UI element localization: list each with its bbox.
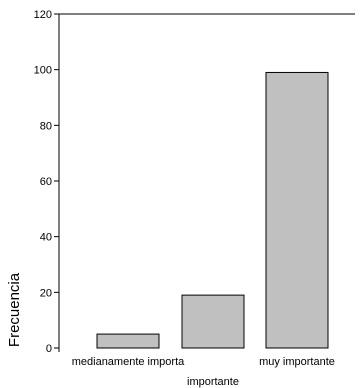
y-axis-ticks: 0 20 40 60 80 100 120	[34, 9, 59, 355]
y-tick-label: 100	[34, 65, 52, 77]
bar	[96, 333, 160, 349]
y-tick-label: 0	[46, 343, 52, 355]
y-tick-label: 120	[34, 9, 52, 21]
y-tick-label: 20	[40, 287, 52, 299]
bars	[96, 71, 329, 349]
plot-area: 0 20 40 60 80 100 120 medianamente importaimpo…	[34, 9, 355, 388]
bar	[265, 71, 329, 349]
y-tick-label: 60	[40, 176, 52, 188]
y-tick-label: 80	[40, 120, 52, 132]
x-tick-label: muy importante	[259, 356, 335, 368]
x-tick-label: medianamente importa	[72, 356, 185, 368]
x-tick-label: importante	[187, 376, 239, 388]
y-tick-label: 40	[40, 232, 52, 244]
bar	[181, 294, 245, 349]
y-axis-label: Frecuencia	[6, 272, 23, 347]
